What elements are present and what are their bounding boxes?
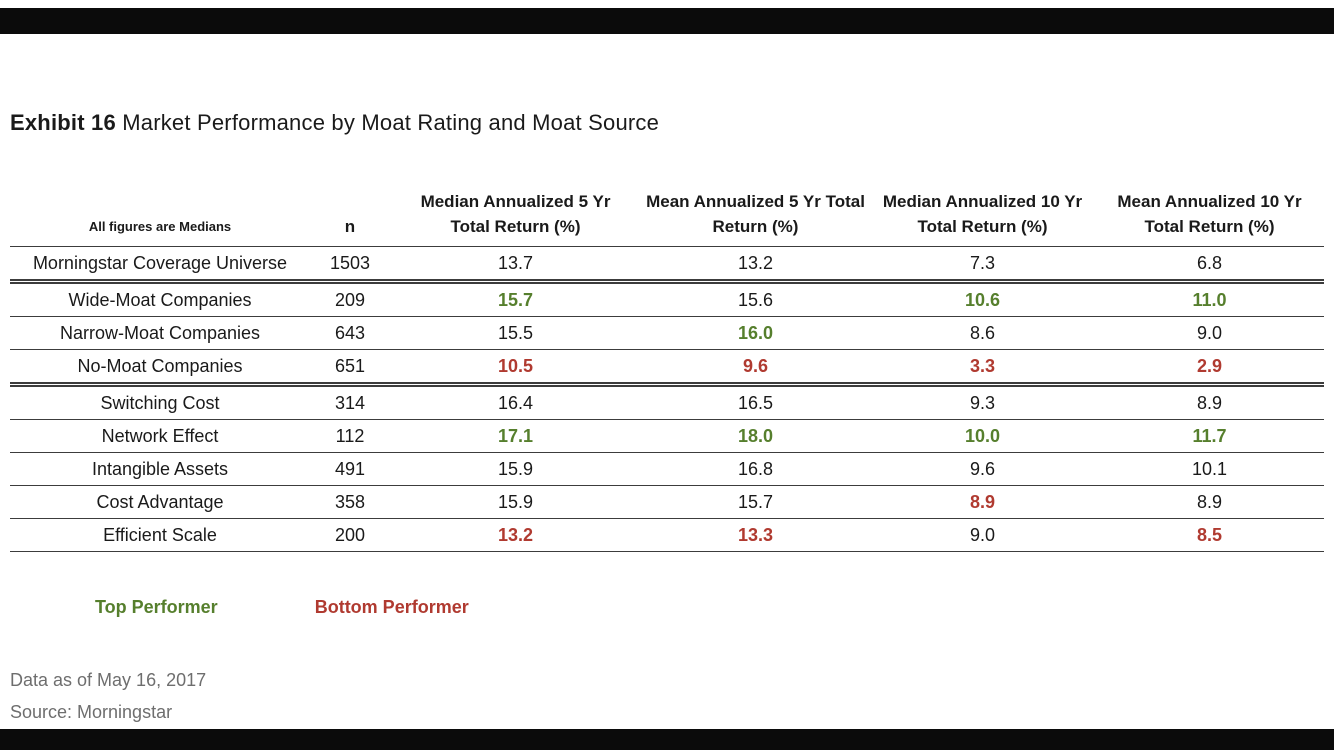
table-row: Cost Advantage 358 15.9 15.7 8.9 8.9 — [10, 485, 1324, 520]
n-cell: 1503 — [310, 246, 390, 285]
table-row: Intangible Assets 491 15.9 16.8 9.6 10.1 — [10, 452, 1324, 487]
column-header-mean-5yr: Mean Annualized 5 Yr Total Return (%) — [641, 190, 870, 248]
value-cell: 16.4 — [390, 384, 641, 421]
value-cell: 16.5 — [641, 384, 870, 421]
row-label-cell: Intangible Assets — [10, 452, 310, 487]
value-cell: 9.0 — [870, 518, 1095, 553]
source-note: Source: Morningstar — [10, 701, 173, 722]
n-cell: 200 — [310, 518, 390, 553]
value-cell: 9.0 — [1095, 316, 1324, 351]
exhibit-title-text: Market Performance by Moat Rating and Mo… — [122, 110, 660, 135]
value-cell: 8.9 — [1095, 485, 1324, 520]
value-cell: 9.3 — [870, 384, 1095, 421]
value-cell: 6.8 — [1095, 246, 1324, 285]
row-label-cell: Efficient Scale — [10, 518, 310, 553]
value-cell: 15.7 — [641, 485, 870, 520]
n-cell: 358 — [310, 485, 390, 520]
row-label-cell: Morningstar Coverage Universe — [10, 246, 310, 285]
n-cell: 209 — [310, 281, 390, 318]
value-cell: 9.6 — [641, 349, 870, 388]
value-cell: 10.6 — [870, 281, 1095, 318]
row-label-cell: Network Effect — [10, 419, 310, 454]
n-cell: 491 — [310, 452, 390, 487]
value-cell: 16.8 — [641, 452, 870, 487]
column-header-n: n — [310, 190, 390, 248]
value-cell: 15.9 — [390, 452, 641, 487]
performance-table: All figures are Medians n Median Annuali… — [10, 190, 1324, 553]
table-row: Efficient Scale 200 13.2 13.3 9.0 8.5 — [10, 518, 1324, 553]
table-row: Wide-Moat Companies 209 15.7 15.6 10.6 1… — [10, 281, 1324, 318]
table-row: Narrow-Moat Companies 643 15.5 16.0 8.6 … — [10, 316, 1324, 351]
value-cell: 10.0 — [870, 419, 1095, 454]
value-cell: 2.9 — [1095, 349, 1324, 388]
footer: Data as of May 16, 2017 Source: Mornings… — [10, 665, 206, 728]
bottom-rule-bar — [0, 729, 1334, 750]
value-cell: 9.6 — [870, 452, 1095, 487]
value-cell: 7.3 — [870, 246, 1095, 285]
table-row: Morningstar Coverage Universe 1503 13.7 … — [10, 246, 1324, 285]
value-cell: 10.5 — [390, 349, 641, 388]
top-performer-legend-label: Top Performer — [95, 597, 218, 617]
exhibit-label: Exhibit 16 — [10, 110, 116, 135]
n-cell: 314 — [310, 384, 390, 421]
n-cell: 112 — [310, 419, 390, 454]
value-cell: 18.0 — [641, 419, 870, 454]
header-row: All figures are Medians n Median Annuali… — [10, 190, 1324, 248]
row-label-cell: No-Moat Companies — [10, 349, 310, 388]
value-cell: 8.6 — [870, 316, 1095, 351]
column-header-median-10yr: Median Annualized 10 Yr Total Return (%) — [870, 190, 1095, 248]
performance-legend: Top Performer Bottom Performer — [95, 597, 469, 618]
value-cell: 8.9 — [1095, 384, 1324, 421]
row-label-cell: Switching Cost — [10, 384, 310, 421]
bottom-performer-legend-label: Bottom Performer — [314, 597, 469, 617]
row-label-cell: Narrow-Moat Companies — [10, 316, 310, 351]
value-cell: 13.2 — [641, 246, 870, 285]
value-cell: 11.0 — [1095, 281, 1324, 318]
n-cell: 651 — [310, 349, 390, 388]
value-cell: 13.7 — [390, 246, 641, 285]
n-cell: 643 — [310, 316, 390, 351]
table-row: No-Moat Companies 651 10.5 9.6 3.3 2.9 — [10, 349, 1324, 388]
value-cell: 15.6 — [641, 281, 870, 318]
value-cell: 15.5 — [390, 316, 641, 351]
column-header-note: All figures are Medians — [10, 190, 310, 248]
value-cell: 15.9 — [390, 485, 641, 520]
column-header-mean-10yr: Mean Annualized 10 Yr Total Return (%) — [1095, 190, 1324, 248]
value-cell: 13.3 — [641, 518, 870, 553]
page-title: Exhibit 16 Market Performance by Moat Ra… — [10, 110, 659, 136]
column-header-median-5yr: Median Annualized 5 Yr Total Return (%) — [390, 190, 641, 248]
value-cell: 13.2 — [390, 518, 641, 553]
data-as-of-note: Data as of May 16, 2017 — [10, 670, 207, 690]
row-label-cell: Wide-Moat Companies — [10, 281, 310, 318]
value-cell: 8.5 — [1095, 518, 1324, 553]
row-label-cell: Cost Advantage — [10, 485, 310, 520]
value-cell: 16.0 — [641, 316, 870, 351]
value-cell: 17.1 — [390, 419, 641, 454]
value-cell: 11.7 — [1095, 419, 1324, 454]
table-row: Switching Cost 314 16.4 16.5 9.3 8.9 — [10, 384, 1324, 421]
value-cell: 3.3 — [870, 349, 1095, 388]
table-row: Network Effect 112 17.1 18.0 10.0 11.7 — [10, 419, 1324, 454]
top-rule-bar — [0, 8, 1334, 34]
value-cell: 10.1 — [1095, 452, 1324, 487]
value-cell: 15.7 — [390, 281, 641, 318]
value-cell: 8.9 — [870, 485, 1095, 520]
